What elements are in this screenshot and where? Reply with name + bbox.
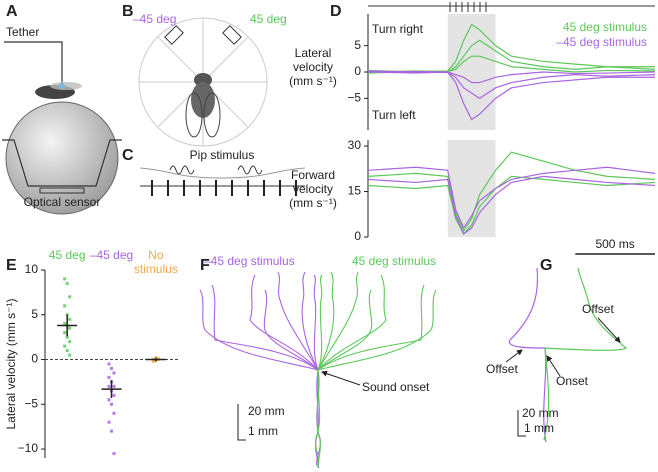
trace	[367, 55, 656, 73]
y-tick-label: −10	[18, 441, 39, 455]
point	[68, 353, 72, 357]
point	[63, 277, 67, 281]
f-left-label: –45 deg stimulus	[204, 254, 295, 268]
scale-bar-label: 500 ms	[595, 237, 634, 251]
point	[68, 317, 72, 321]
tether-label: Tether	[6, 25, 39, 39]
g-scale-y: 20 mm	[522, 406, 559, 420]
pip-title: Pip stimulus	[190, 148, 255, 162]
g-offset-left: Offset	[486, 362, 518, 376]
panel-label: E	[6, 257, 17, 274]
point	[107, 375, 111, 379]
point	[112, 452, 116, 456]
panel-label: A	[6, 3, 18, 20]
y-tick-label: 0	[31, 352, 38, 366]
panel-label: C	[122, 147, 134, 164]
y-axis-label: Lateral velocity (mm s⁻¹)	[289, 46, 337, 88]
y-tick-label: −5	[347, 91, 361, 105]
legend-entry: –45 deg stimulus	[556, 35, 647, 49]
panel-f-trajectories	[199, 271, 437, 469]
y-tick-label: 0	[354, 229, 361, 243]
point	[63, 322, 67, 326]
g-scale-x: 1 mm	[524, 421, 554, 435]
y-tick-label: 15	[348, 184, 362, 198]
point	[65, 349, 69, 353]
category-label: No stimulus	[133, 248, 178, 276]
trace	[367, 151, 656, 233]
y-tick-label: 5	[31, 307, 38, 321]
sensor-label: Optical sensor	[24, 195, 101, 209]
category-label: –45 deg	[89, 248, 134, 262]
point	[107, 398, 111, 402]
f-scale-x: 1 mm	[248, 424, 278, 438]
panel-g-trajectories	[508, 267, 628, 443]
f-scale-bar	[237, 404, 246, 441]
point	[112, 411, 116, 415]
panel-label: B	[122, 3, 134, 20]
b-left-label: –45 deg	[133, 12, 176, 26]
category-label: 45 deg	[48, 248, 86, 262]
point	[63, 331, 67, 335]
onset-arrow	[321, 370, 361, 386]
stimulus-marker	[368, 2, 655, 12]
g-onset: Onset	[556, 374, 589, 388]
trace	[367, 175, 656, 235]
panel-label: D	[330, 3, 342, 20]
point	[107, 384, 111, 388]
panel-label: F	[200, 257, 210, 274]
legend-entry: 45 deg stimulus	[563, 20, 647, 34]
panel-a-drawing: Tether Optical sensor	[2, 25, 122, 215]
point	[112, 384, 116, 388]
annotation: Turn left	[372, 108, 416, 122]
trace	[367, 166, 656, 230]
point	[68, 326, 72, 330]
g-offset-right: Offset	[582, 302, 614, 316]
y-axis-label: Forward velocity (mm s⁻¹)	[289, 168, 337, 210]
point	[107, 420, 111, 424]
point	[110, 429, 113, 433]
trace	[367, 70, 656, 84]
y-axis-label: Lateral velocity (mm s⁻¹)	[4, 298, 18, 429]
point	[63, 344, 67, 348]
y-tick-label: 10	[25, 262, 39, 276]
trace	[367, 175, 656, 236]
g-arrow	[546, 355, 561, 377]
y-tick-label: 0	[354, 64, 361, 78]
point	[65, 335, 69, 339]
point	[68, 295, 72, 299]
panel-c-drawing	[139, 165, 306, 196]
point	[151, 359, 155, 363]
annotation: Turn right	[372, 22, 424, 36]
stimulus-window	[447, 140, 496, 237]
point	[112, 371, 116, 375]
y-tick-label: 5	[354, 38, 361, 52]
b-right-label: 45 deg	[250, 12, 287, 26]
panel-label: G	[540, 257, 552, 274]
f-scale-y: 20 mm	[248, 404, 285, 418]
g-scale-bar	[517, 410, 526, 437]
stimulus-window	[447, 14, 496, 130]
f-onset-label: Sound onset	[362, 380, 430, 394]
point	[112, 393, 116, 397]
point	[110, 402, 113, 406]
point	[110, 366, 113, 370]
y-tick-label: 30	[348, 138, 362, 152]
point	[107, 362, 111, 366]
point	[63, 304, 67, 308]
g-arrow	[597, 317, 621, 343]
f-right-label: 45 deg stimulus	[352, 254, 436, 268]
panel-b-drawing	[138, 17, 268, 147]
point	[65, 281, 69, 285]
g-arrow	[505, 349, 523, 363]
y-tick-label: −5	[24, 396, 38, 410]
point	[68, 340, 72, 344]
